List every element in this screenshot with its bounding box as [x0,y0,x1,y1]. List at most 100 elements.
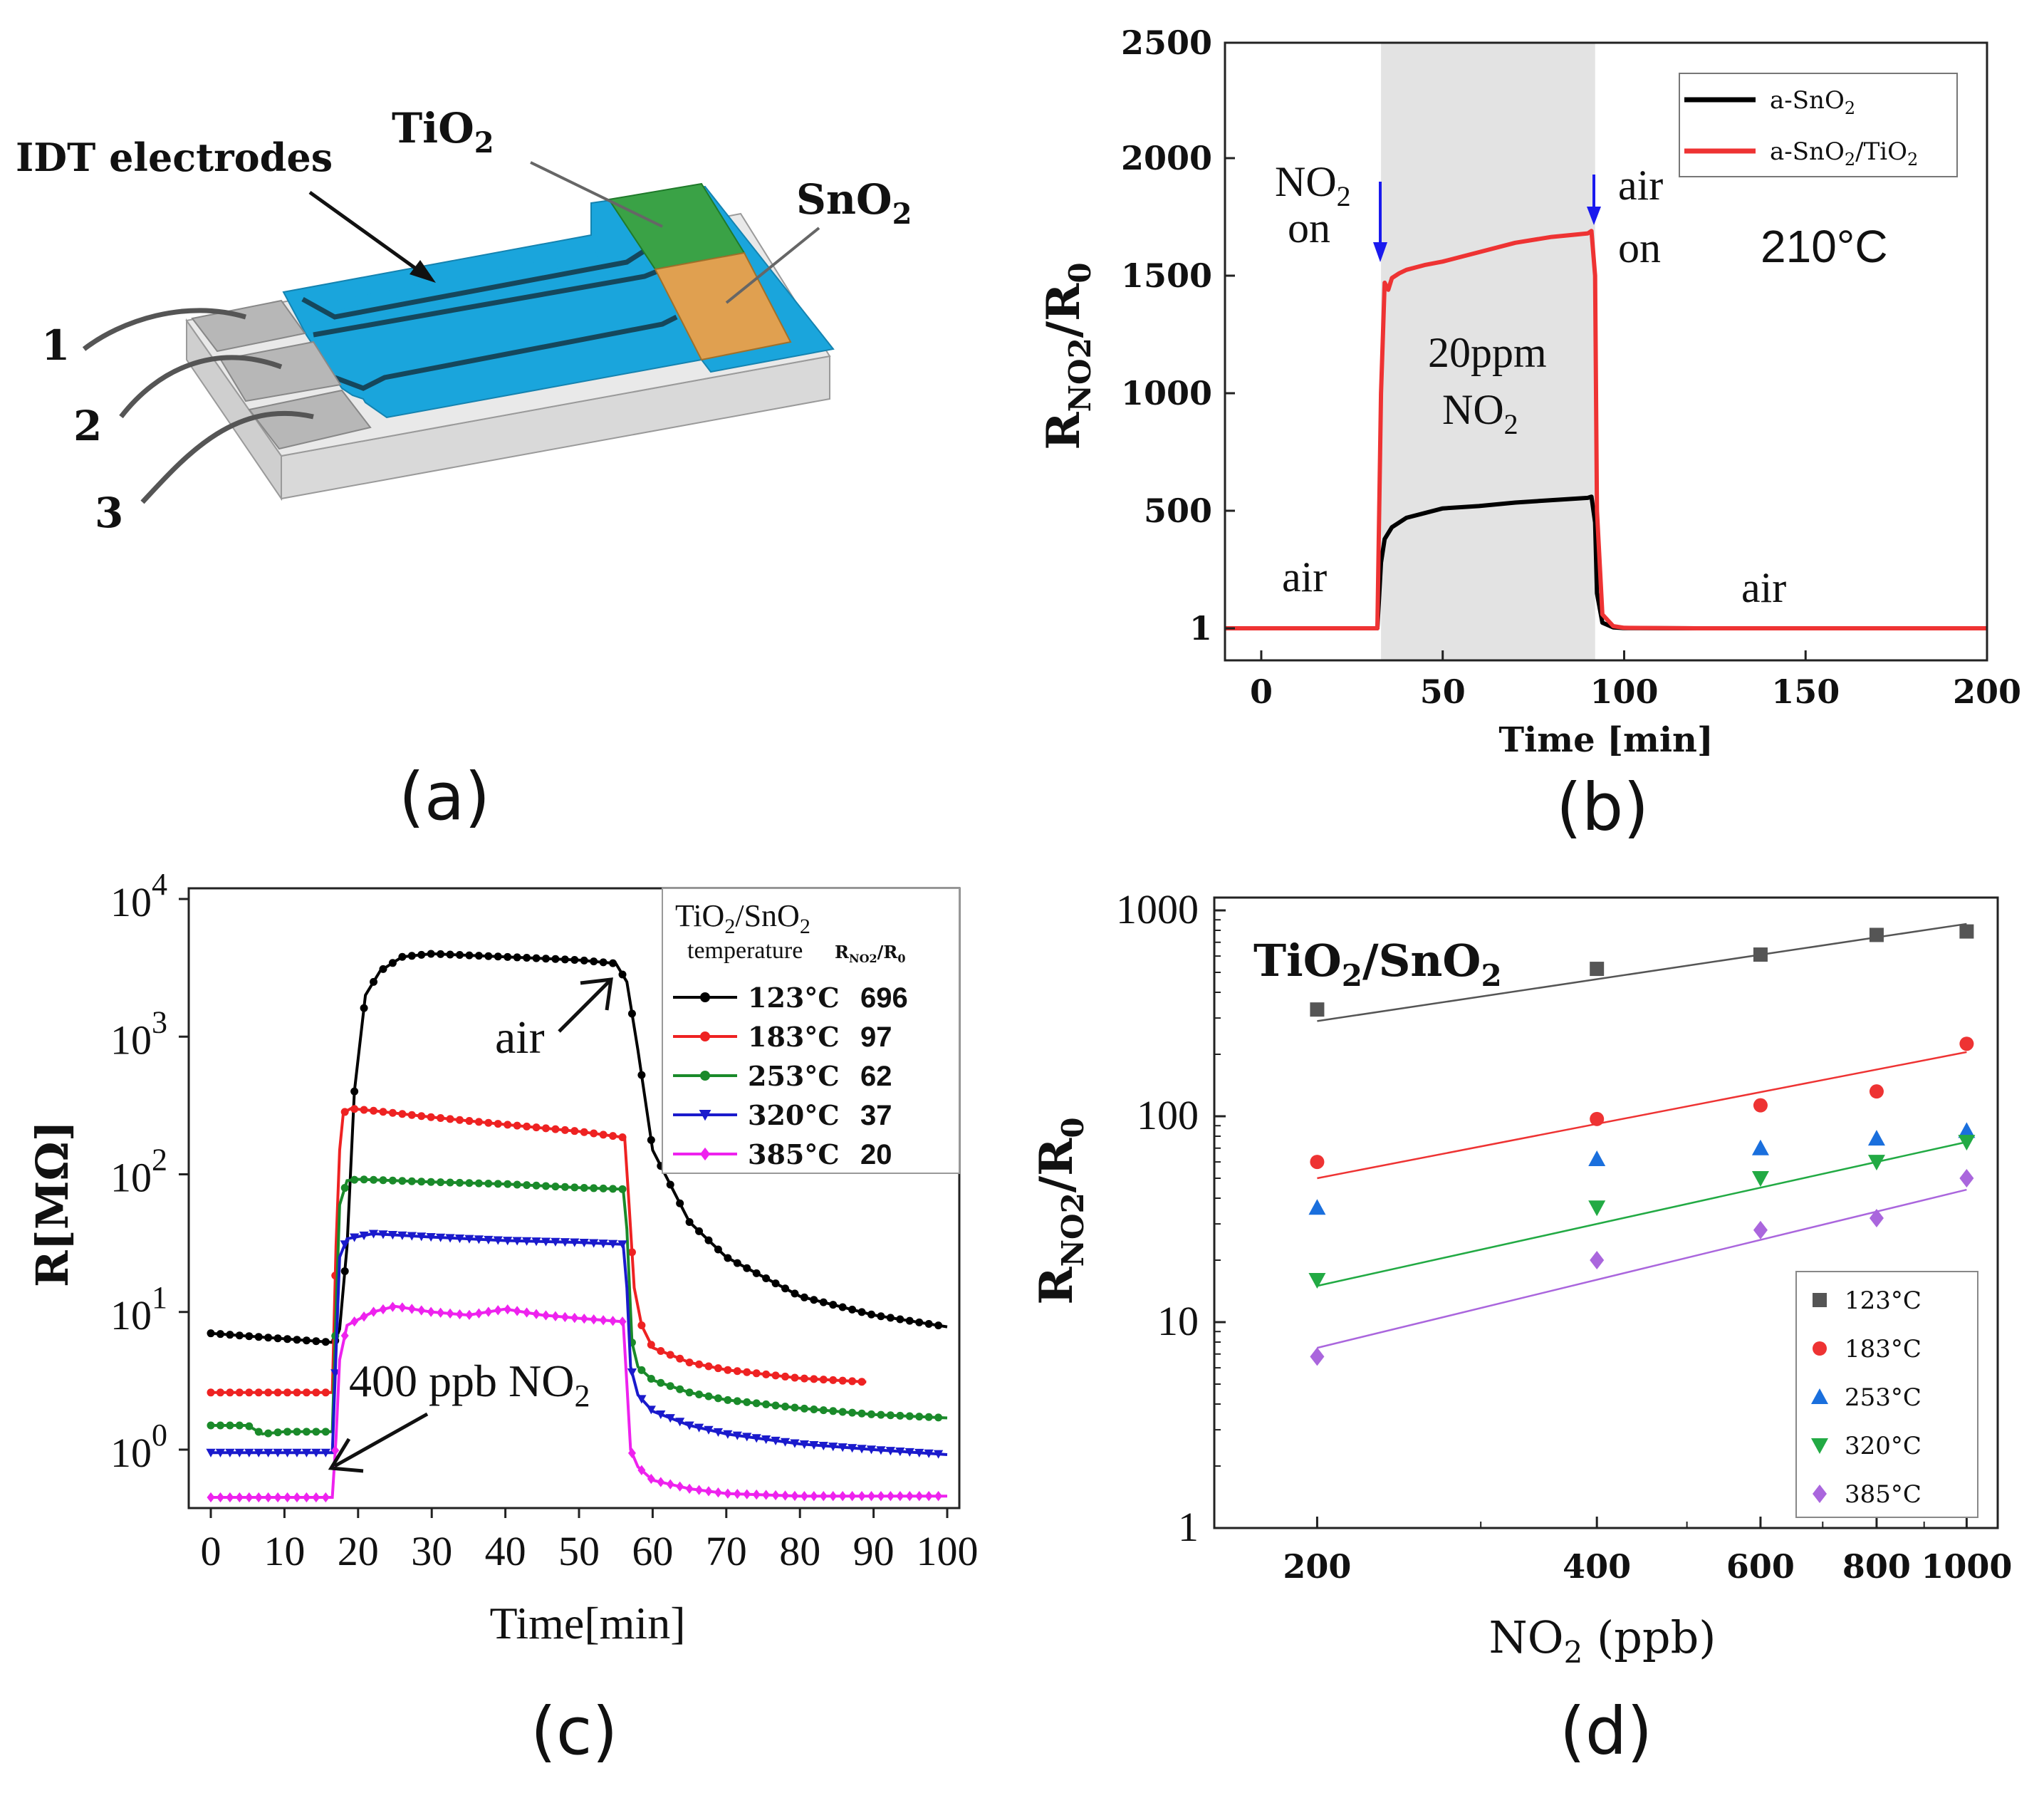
c-series-0-point [762,1274,771,1282]
c-series-3-point [541,1237,551,1247]
c-series-2-point [570,1183,579,1192]
c-series-3-point [474,1235,484,1244]
c-series-3-point [848,1444,857,1453]
b-no2-on-arrowhead [1373,242,1387,262]
c-series-0-point [427,950,435,958]
c-series-4-point [532,1309,541,1319]
c-series-4-point [609,1316,617,1326]
b-legend-box [1679,73,1958,177]
c-series-0-point [676,1199,684,1207]
c-series-0-point [599,958,608,967]
c-legend-col2: RNO2/R0 [835,942,906,965]
c-series-0-point [743,1264,751,1272]
c-xtick-label-0: 0 [201,1528,221,1574]
c-series-0-point [446,950,454,959]
d-ticks: 200 400 600 800 1000 1 10 100 1000 [1116,886,2012,1586]
c-series-1-point [226,1388,234,1397]
wire-1 [82,308,246,351]
c-series-2-point [360,1175,368,1184]
c-series-2-point [618,1185,627,1193]
b-ytick-label-0: 1 [1189,609,1212,648]
electrode-finger-1 [301,249,646,320]
d-ytick-label-3: 1000 [1116,886,1199,932]
d-fit-line-4 [1317,1188,1967,1349]
c-series-4-point [838,1491,847,1502]
c-series-3-point [225,1448,235,1457]
c-series-4-point [714,1487,722,1498]
c-series-1-point [704,1362,713,1371]
c-series-3-point [301,1448,312,1457]
c-series-0-point [819,1298,828,1306]
c-series-4-point [666,1479,674,1490]
c-xlabel: Time[min] [490,1598,686,1648]
c-series-0-point [216,1330,224,1339]
c-series-1-point [427,1113,435,1121]
c-series-2-point [637,1366,646,1374]
d-point-2-4 [1958,1122,1976,1138]
c-series-3-point [350,1233,360,1242]
c-series-3-point [713,1428,724,1437]
d-legend-marker-2 [1811,1388,1828,1404]
c-series-3-point [387,1231,397,1240]
c-series-3-point [215,1448,226,1457]
c-series-3-point [732,1431,742,1440]
c-ytick-label-2: 102 [110,1143,167,1201]
c-ticks: 0 10 20 30 40 50 60 70 80 90 100 100 101 102 103 104 [110,867,979,1574]
c-air-arrow [558,980,610,1033]
c-series-0-point [370,977,378,986]
c-series-0-point [455,951,464,960]
c-series-0-point [379,965,387,973]
c-series-3-point [244,1448,254,1457]
c-series-1-point [599,1131,608,1139]
c-series-1-point [417,1112,426,1121]
d-point-0-3 [1869,927,1884,942]
d-point-3-1 [1588,1200,1606,1217]
c-series-0-point [494,952,502,961]
c-series-0-point [551,955,560,963]
c-series-2-point [417,1178,426,1186]
c-series-1-point [570,1127,579,1135]
c-series-3-point [551,1237,560,1247]
c-series-1-point [560,1126,569,1134]
d-fit-line-1 [1317,1051,1967,1180]
d-ytick-label-2: 100 [1137,1092,1199,1138]
c-series-3-point [512,1237,522,1246]
c-series-3-point [771,1436,781,1445]
c-series-2-point [446,1178,454,1187]
c-series-3-point [454,1234,465,1244]
pin-1-label: 1 [41,321,70,370]
d-point-3-2 [1751,1170,1769,1187]
c-series-0-point [924,1319,933,1328]
c-series-2-point [504,1180,512,1188]
c-series-1-point [302,1388,311,1397]
panel-b-letter: (b) [1556,769,1649,846]
c-series-0-point [226,1331,234,1339]
c-series-1-point [360,1106,368,1114]
c-series-2-point [407,1177,416,1185]
d-legend-label-4: 385°C [1845,1480,1922,1509]
wire-2 [119,355,283,419]
panel-c-chart: 0 10 20 30 40 50 60 70 80 90 100 100 101 102 103 104 Ti… [26,867,979,1769]
c-series-0-point [407,952,416,960]
c-series-0-point [580,956,588,965]
pointer-idt [308,190,425,276]
c-series-2-point [886,1411,895,1420]
c-series-2-point [302,1428,311,1436]
c-series-2-point [704,1392,713,1400]
b-ytick-label-2: 1000 [1121,374,1212,412]
b-ytick-label-1: 500 [1144,492,1212,530]
b-xlabel: Time [min] [1498,720,1713,760]
c-series-0-point [618,970,627,979]
c-series-1-point [857,1378,866,1386]
c-legend-label-1: 183°C [748,1021,840,1053]
c-series-3-point [857,1445,867,1454]
c-series-2-point [388,1176,397,1185]
c-series-1-point [541,1124,550,1133]
c-series-0-point [532,954,541,962]
c-series-4-point [254,1492,263,1503]
d-point-3-3 [1867,1155,1885,1171]
d-legend-label-0: 123°C [1845,1287,1922,1315]
c-series-3-point [933,1450,944,1459]
b-legend-label-0: a-SnO2 [1770,86,1855,118]
